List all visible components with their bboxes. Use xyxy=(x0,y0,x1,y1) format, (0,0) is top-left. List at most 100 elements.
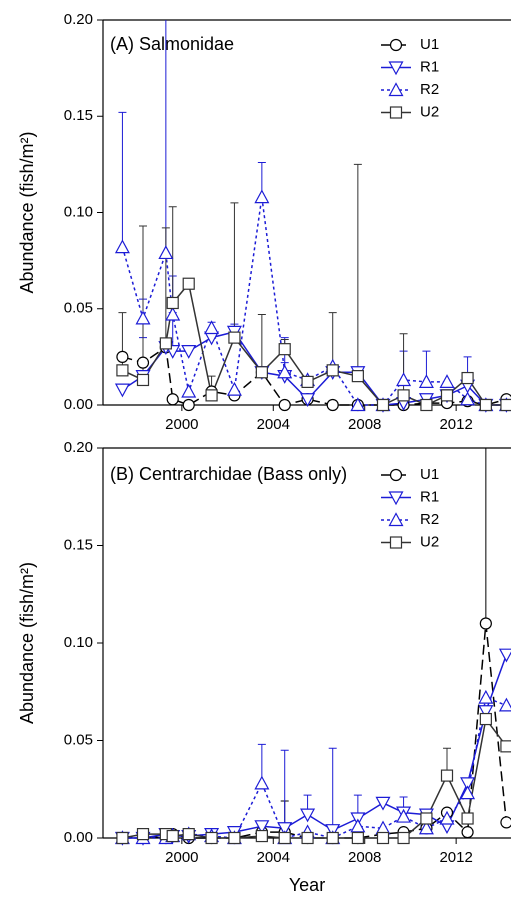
legend-marker xyxy=(388,82,404,97)
marker xyxy=(166,829,179,843)
legend-marker xyxy=(388,61,404,76)
marker xyxy=(166,393,179,406)
marker xyxy=(418,820,434,835)
marker xyxy=(205,831,218,845)
marker xyxy=(397,831,410,845)
x-tick-label: 2004 xyxy=(257,849,290,866)
x-tick-label: 2012 xyxy=(439,849,472,866)
marker xyxy=(375,796,391,811)
marker xyxy=(277,364,293,379)
legend-label: U2 xyxy=(420,533,439,550)
marker xyxy=(351,831,364,845)
marker xyxy=(181,383,197,398)
legend-label: R1 xyxy=(420,488,439,505)
marker xyxy=(301,375,314,388)
series-line xyxy=(122,623,508,839)
legend-label: U1 xyxy=(420,36,439,53)
error-bar xyxy=(280,749,289,829)
marker xyxy=(158,245,174,260)
marker xyxy=(277,822,293,837)
marker xyxy=(418,374,434,388)
legend-marker xyxy=(388,512,404,527)
error-bar xyxy=(139,225,147,380)
legend-marker xyxy=(389,468,403,482)
marker xyxy=(461,371,474,385)
marker xyxy=(278,831,291,845)
marker xyxy=(440,389,454,402)
panel-title: (B) Centrarchidae (Bass only) xyxy=(110,464,347,484)
marker xyxy=(228,831,241,845)
marker xyxy=(500,398,511,412)
marker xyxy=(255,366,268,379)
marker xyxy=(500,740,511,753)
marker xyxy=(376,398,390,412)
panel-title: (A) Salmonidae xyxy=(110,34,234,54)
marker xyxy=(204,320,220,335)
marker xyxy=(278,398,291,412)
marker xyxy=(461,826,474,839)
y-axis-label: Abundance (fish/m²) xyxy=(17,562,37,724)
marker xyxy=(461,812,474,825)
marker xyxy=(326,831,339,845)
marker xyxy=(420,398,433,412)
x-tick-label: 2012 xyxy=(439,416,472,433)
error-bar xyxy=(168,206,177,303)
marker xyxy=(255,829,268,843)
x-axis-label: Year xyxy=(289,875,325,895)
marker xyxy=(500,816,511,829)
y-tick-label: 0.15 xyxy=(64,107,93,124)
marker xyxy=(278,343,291,356)
plot-area xyxy=(114,20,511,413)
y-tick-label: 0.15 xyxy=(64,536,93,553)
error-bar xyxy=(118,111,127,248)
plot-area xyxy=(114,448,511,846)
legend-label: U1 xyxy=(420,466,439,483)
x-tick-label: 2008 xyxy=(348,849,381,866)
x-tick-label: 2004 xyxy=(257,416,290,433)
marker xyxy=(498,697,511,712)
marker xyxy=(439,374,455,388)
marker xyxy=(300,393,316,407)
marker xyxy=(351,370,364,383)
marker xyxy=(300,808,316,823)
y-tick-label: 0.00 xyxy=(64,829,93,846)
y-axis-label: Abundance (fish/m²) xyxy=(17,131,37,293)
y-tick-label: 0.05 xyxy=(64,731,93,748)
error-bar xyxy=(165,20,167,253)
marker xyxy=(116,831,129,845)
x-tick-label: 2000 xyxy=(165,849,198,866)
y-tick-label: 0.20 xyxy=(64,439,93,456)
legend-marker xyxy=(389,106,403,119)
marker xyxy=(440,769,454,782)
marker xyxy=(116,350,129,363)
marker xyxy=(228,331,241,344)
marker xyxy=(135,310,151,325)
marker xyxy=(181,345,197,359)
marker xyxy=(254,820,270,835)
error-bar xyxy=(257,314,266,373)
marker xyxy=(182,827,195,841)
y-tick-label: 0.10 xyxy=(64,634,93,651)
marker xyxy=(301,831,314,845)
legend-marker xyxy=(389,536,403,549)
marker xyxy=(420,812,433,825)
y-tick-label: 0.00 xyxy=(64,396,93,413)
marker xyxy=(376,831,390,845)
marker xyxy=(116,364,129,377)
series-line xyxy=(121,196,507,406)
marker xyxy=(114,239,130,254)
marker xyxy=(136,356,150,369)
error-bar xyxy=(353,163,362,377)
error-bar xyxy=(328,747,337,831)
marker xyxy=(479,398,492,412)
error-bar xyxy=(399,333,408,396)
error-bar xyxy=(230,202,239,338)
y-tick-label: 0.05 xyxy=(64,300,93,317)
marker xyxy=(182,398,195,412)
marker xyxy=(165,306,181,321)
marker xyxy=(182,277,195,290)
marker xyxy=(478,705,494,720)
x-tick-label: 2008 xyxy=(348,416,381,433)
legend-label: R2 xyxy=(420,81,439,98)
marker xyxy=(460,777,476,792)
